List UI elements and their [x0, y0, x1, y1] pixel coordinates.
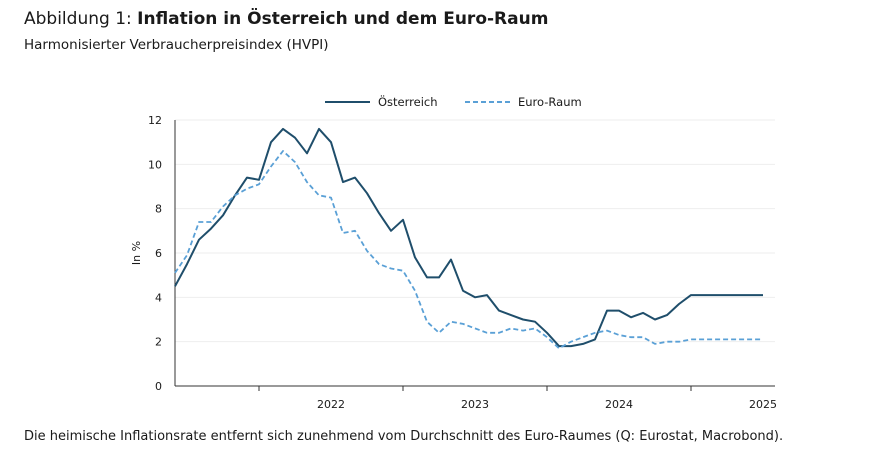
x-tick-label: 2025 — [749, 398, 777, 411]
y-tick-label: 0 — [155, 380, 162, 393]
page-subtitle: Harmonisierter Verbraucherpreisindex (HV… — [24, 37, 329, 53]
y-tick-label: 2 — [155, 336, 162, 349]
y-tick-label: 4 — [155, 291, 162, 304]
y-tick-label: 10 — [148, 158, 162, 171]
y-tick-label: 8 — [155, 203, 162, 216]
y-tick-label: 12 — [148, 114, 162, 127]
x-tick-label: 2024 — [605, 398, 633, 411]
page-title: Abbildung 1: Inflation in Österreich und… — [24, 9, 548, 29]
title-prefix: Abbildung 1: — [24, 9, 138, 29]
series-line-euro-area — [174, 150, 763, 350]
x-tick-label: 2022 — [317, 398, 345, 411]
y-tick-label: 6 — [155, 247, 162, 260]
footnote: Die heimische Inflationsrate entfernt si… — [24, 429, 784, 444]
legend-label: Euro-Raum — [518, 95, 582, 109]
legend-label: Österreich — [378, 93, 438, 109]
x-tick-label: 2023 — [461, 398, 489, 411]
y-axis-label: In % — [130, 241, 143, 265]
title-main: Inflation in Österreich und dem Euro-Rau… — [137, 9, 549, 29]
series-line-austria — [174, 127, 763, 348]
